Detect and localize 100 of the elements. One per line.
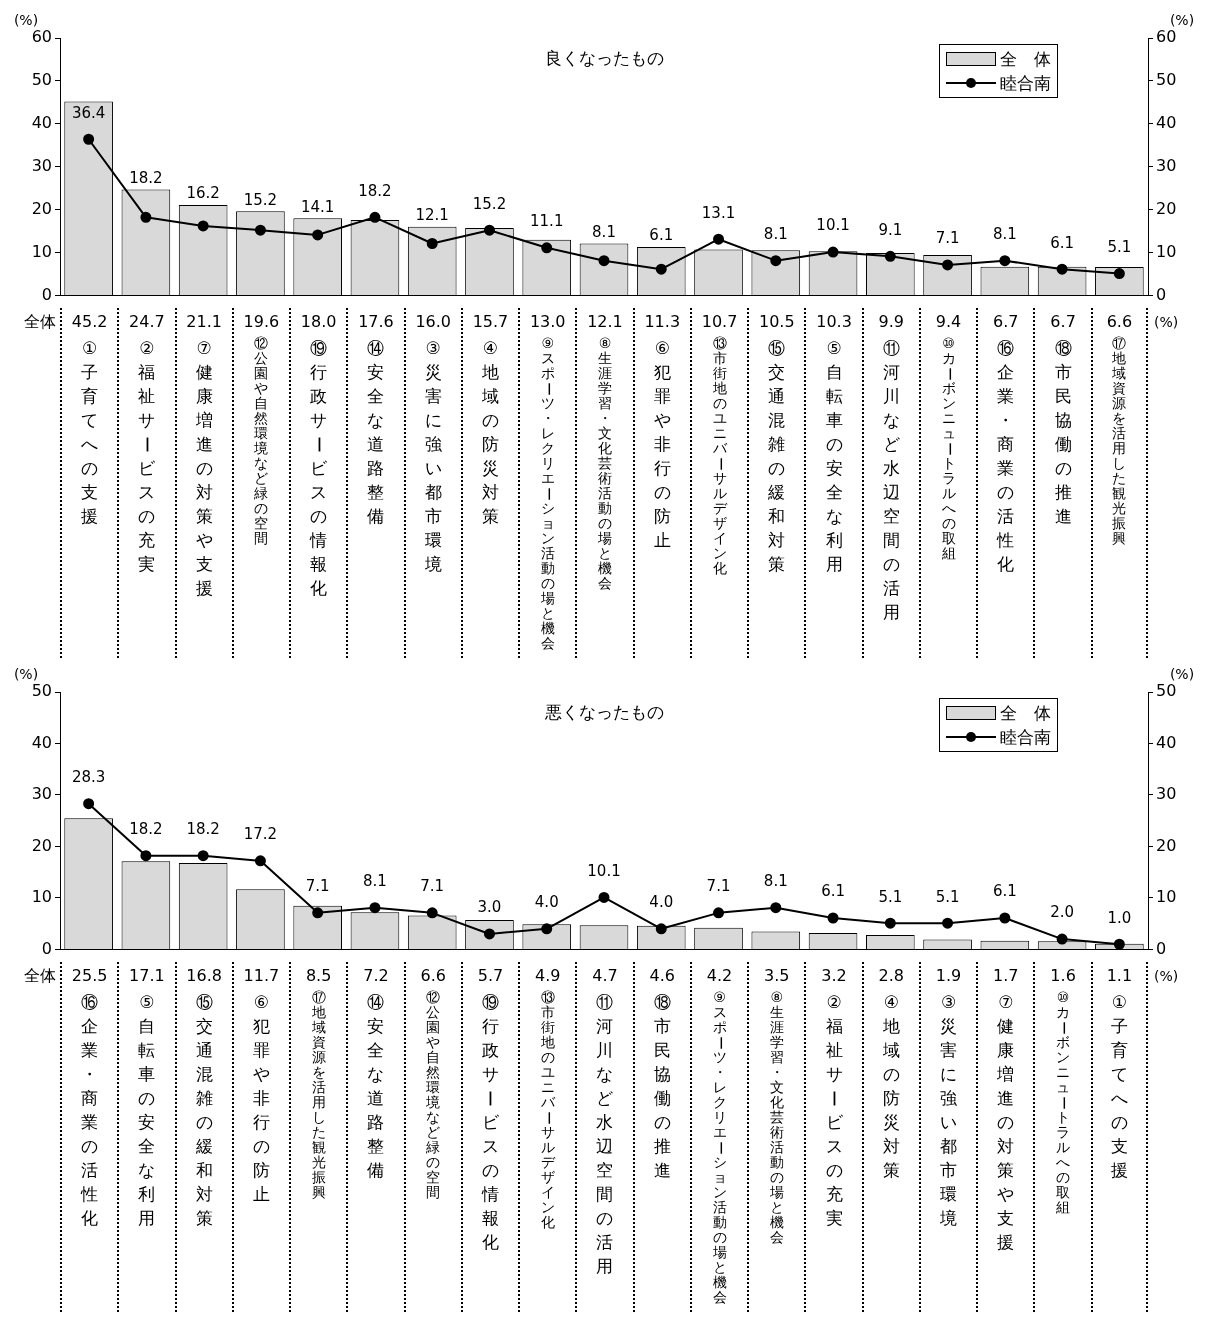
data-label: 2.8 <box>877 965 905 987</box>
point <box>483 224 495 236</box>
data-label: 4.7 <box>591 965 619 987</box>
category-label: ⑮交通混雑の緩和対策 <box>195 992 213 1228</box>
data-label: 6.6 <box>1105 311 1134 333</box>
data-label: 18.0 <box>299 311 338 333</box>
y2-tick-label: 30 <box>1156 155 1177 175</box>
category-label: ⑫公園や自然環境など緑の空間 <box>426 989 441 1200</box>
category-label: ⑬市街地のユニバーサルデザイン化 <box>712 335 729 576</box>
category-label: ⑰地域資源を活用した観光振興 <box>311 989 326 1200</box>
data-label: 7.1 <box>305 877 330 896</box>
point <box>655 923 667 935</box>
point <box>197 220 209 232</box>
point <box>884 250 896 262</box>
data-label: 16.2 <box>186 184 220 203</box>
y-tick-label: 30 <box>31 155 52 175</box>
data-label: 18.2 <box>186 820 220 839</box>
y-tick-label: 40 <box>31 112 52 132</box>
data-label: 24.7 <box>128 311 166 333</box>
legend-label: 睦合南 <box>1000 725 1051 749</box>
data-label: 7.1 <box>706 877 731 896</box>
data-label: 4.9 <box>534 965 562 987</box>
text: (%) <box>1154 314 1179 330</box>
point <box>942 917 954 929</box>
data-label: 15.2 <box>243 190 278 209</box>
data-label: 17.1 <box>128 965 166 987</box>
y-tick-label: 60 <box>31 27 52 47</box>
point <box>942 259 954 271</box>
text: 良くなったもの <box>544 48 664 69</box>
point <box>999 255 1011 267</box>
data-label: 1.6 <box>1049 965 1077 987</box>
category-label: ⑤自転車の安全な利用 <box>825 338 843 574</box>
data-label: 4.0 <box>534 893 559 912</box>
data-label: 18.2 <box>129 168 163 187</box>
category-label: ③災害に強い都市環境 <box>424 338 442 574</box>
point <box>312 907 324 919</box>
point <box>140 850 152 862</box>
point <box>884 917 896 929</box>
data-label: 7.1 <box>420 877 445 896</box>
point <box>1113 268 1125 280</box>
point <box>999 912 1011 924</box>
legend-label: 全 体 <box>1000 701 1051 725</box>
data-label: 21.1 <box>185 311 223 333</box>
data-label: 5.1 <box>1107 237 1132 256</box>
data-label: 1.0 <box>1107 908 1132 927</box>
y2-tick-label: 40 <box>1156 112 1177 132</box>
point <box>541 242 553 254</box>
data-label: 3.2 <box>820 965 848 987</box>
data-label: 16.8 <box>185 965 223 987</box>
category-label: ⑥犯罪や非行の防止 <box>252 992 270 1204</box>
data-label: 6.1 <box>821 882 845 901</box>
text: 全体 <box>23 966 56 987</box>
point <box>770 902 782 914</box>
data-label: 4.6 <box>648 965 676 987</box>
data-label: 36.4 <box>71 103 106 122</box>
x-tick-label: ④地域の防災対策 <box>480 337 500 528</box>
data-label: 4.2 <box>705 965 734 987</box>
point <box>713 907 725 919</box>
data-label: 16.0 <box>414 311 452 333</box>
point <box>598 255 610 267</box>
data-label: 10.3 <box>815 311 853 333</box>
category-label: ⑲行政サービスの情報化 <box>480 992 501 1252</box>
data-label: 8.1 <box>363 872 387 891</box>
category-label: ⑧生涯学習・文化芸術活動の場と機会 <box>597 335 612 591</box>
category-label: ⑥犯罪や非行の防止 <box>653 338 671 550</box>
data-label: 12.1 <box>586 311 624 333</box>
point <box>1056 263 1068 275</box>
category-label: ⑪河川など水辺空間の活用 <box>596 992 614 1276</box>
category-label: ⑫公園や自然環境など緑の空間 <box>254 335 269 546</box>
data-label: 17.6 <box>357 311 395 333</box>
data-label: 8.5 <box>304 965 333 987</box>
data-label: 14.1 <box>300 197 335 216</box>
data-label: 6.7 <box>992 311 1020 333</box>
data-label: 12.1 <box>415 206 449 225</box>
y2-tick-label: 50 <box>1156 681 1177 701</box>
legend-label: 全 体 <box>1000 47 1051 71</box>
data-label: 1.1 <box>1105 965 1134 987</box>
y2-tick-label: 0 <box>1156 284 1167 304</box>
y2-axis-title: (%) <box>1169 11 1195 28</box>
data-label: 45.2 <box>70 311 109 333</box>
data-label: 10.5 <box>757 311 796 333</box>
data-label: 15.2 <box>472 194 507 213</box>
point <box>713 233 725 245</box>
data-label: 8.1 <box>763 225 788 244</box>
point <box>770 255 782 267</box>
y-axis-title: (%) <box>13 665 39 682</box>
category-label: ⑦健康増進の対策や支援 <box>195 338 213 598</box>
point <box>140 211 152 223</box>
y-tick-label: 0 <box>41 284 52 304</box>
y2-tick-label: 30 <box>1156 784 1177 804</box>
point <box>426 907 438 919</box>
category-label: ⑧生涯学習・文化芸術活動の場と機会 <box>769 989 784 1245</box>
data-label: 3.0 <box>477 898 502 917</box>
data-label: 7.2 <box>362 965 390 987</box>
y2-tick-label: 50 <box>1156 70 1177 90</box>
data-label: 15.7 <box>471 311 510 333</box>
x-tick-label: ④地域の防災対策 <box>881 991 901 1182</box>
point <box>369 902 381 914</box>
category-label: ⑩カーボンニュートラルへの取組 <box>1055 989 1072 1215</box>
data-label: 2.0 <box>1050 903 1075 922</box>
